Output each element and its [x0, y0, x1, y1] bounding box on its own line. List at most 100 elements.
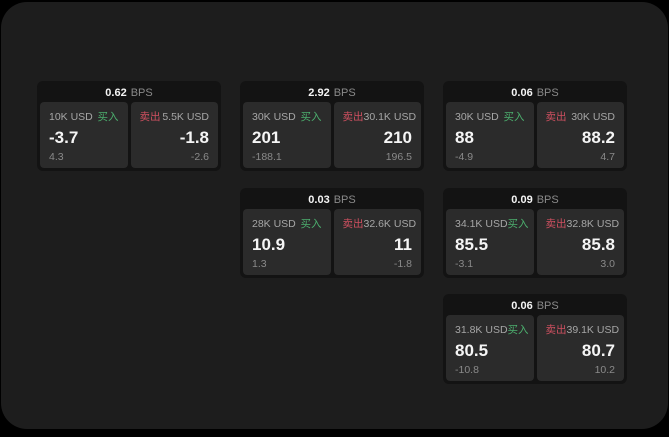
card-body: 28K USD 买入 10.9 1.3 卖出 32.6K USD 11 -1.8	[243, 209, 421, 275]
buy-label: 买入	[300, 111, 322, 123]
bps-unit: BPS	[536, 87, 559, 99]
sell-delta: -2.6	[190, 150, 209, 163]
buy-panel[interactable]: 10K USD 买入 -3.7 4.3	[40, 102, 128, 168]
sell-value: 80.7	[581, 341, 615, 361]
sell-amount: 30.1K USD	[363, 111, 417, 123]
buy-panel-top: 31.8K USD 买入	[455, 322, 529, 337]
buy-panel[interactable]: 30K USD 买入 201 -188.1	[243, 102, 331, 168]
quote-card: 0.06 BPS 30K USD 买入 88 -4.9 卖出 30K USD 8…	[443, 81, 627, 171]
card-body: 31.8K USD 买入 80.5 -10.8 卖出 39.1K USD 80.…	[446, 315, 624, 381]
card-header: 0.06 BPS	[446, 297, 624, 315]
buy-amount: 31.8K USD	[455, 324, 508, 336]
bps-value: 0.09	[511, 194, 533, 206]
buy-panel-top: 30K USD 买入	[252, 109, 322, 124]
bps-unit: BPS	[333, 194, 356, 206]
bps-unit: BPS	[536, 300, 559, 312]
sell-amount: 32.8K USD	[566, 218, 620, 230]
buy-panel-top: 28K USD 买入	[252, 216, 322, 231]
quote-card: 0.03 BPS 28K USD 买入 10.9 1.3 卖出 32.6K US…	[240, 188, 424, 278]
quote-card: 0.62 BPS 10K USD 买入 -3.7 4.3 卖出 5.5K USD…	[37, 81, 221, 171]
buy-delta: -188.1	[252, 150, 282, 163]
sell-panel[interactable]: 卖出 5.5K USD -1.8 -2.6	[130, 102, 218, 168]
buy-value: -3.7	[49, 128, 79, 148]
bps-unit: BPS	[130, 87, 153, 99]
sell-label: 卖出	[342, 218, 364, 230]
card-header: 0.03 BPS	[243, 191, 421, 209]
buy-label: 买入	[507, 324, 529, 336]
sell-delta: 3.0	[600, 257, 615, 270]
sell-panel[interactable]: 卖出 30.1K USD 210 196.5	[333, 102, 421, 168]
quotes-board: 0.62 BPS 10K USD 买入 -3.7 4.3 卖出 5.5K USD…	[1, 2, 668, 429]
buy-panel-top: 10K USD 买入	[49, 109, 119, 124]
sell-delta: 4.7	[600, 150, 615, 163]
sell-label: 卖出	[139, 111, 161, 123]
buy-amount: 30K USD	[252, 111, 296, 123]
card-body: 30K USD 买入 88 -4.9 卖出 30K USD 88.2 4.7	[446, 102, 624, 168]
sell-amount: 39.1K USD	[566, 324, 620, 336]
buy-panel-top: 34.1K USD 买入	[455, 216, 529, 231]
card-body: 34.1K USD 买入 85.5 -3.1 卖出 32.8K USD 85.8…	[446, 209, 624, 275]
buy-delta: 1.3	[252, 257, 267, 270]
buy-delta: -4.9	[455, 150, 474, 163]
sell-label: 卖出	[545, 324, 567, 336]
buy-panel[interactable]: 31.8K USD 买入 80.5 -10.8	[446, 315, 534, 381]
bps-value: 0.06	[511, 87, 533, 99]
sell-panel[interactable]: 卖出 30K USD 88.2 4.7	[536, 102, 624, 168]
quote-card: 2.92 BPS 30K USD 买入 201 -188.1 卖出 30.1K …	[240, 81, 424, 171]
quote-card: 0.06 BPS 31.8K USD 买入 80.5 -10.8 卖出 39.1…	[443, 294, 627, 384]
buy-amount: 30K USD	[455, 111, 499, 123]
sell-delta: 10.2	[594, 363, 615, 376]
buy-amount: 10K USD	[49, 111, 93, 123]
sell-panel-top: 卖出 32.6K USD	[342, 216, 417, 231]
sell-panel[interactable]: 卖出 32.8K USD 85.8 3.0	[536, 209, 624, 275]
buy-value: 80.5	[455, 341, 489, 361]
sell-label: 卖出	[545, 111, 567, 123]
sell-panel[interactable]: 卖出 39.1K USD 80.7 10.2	[536, 315, 624, 381]
sell-value: 210	[383, 128, 412, 148]
sell-value: -1.8	[179, 128, 209, 148]
bps-unit: BPS	[333, 87, 356, 99]
buy-value: 201	[252, 128, 281, 148]
sell-panel-top: 卖出 32.8K USD	[545, 216, 620, 231]
card-body: 10K USD 买入 -3.7 4.3 卖出 5.5K USD -1.8 -2.…	[40, 102, 218, 168]
buy-delta: 4.3	[49, 150, 64, 163]
card-header: 0.06 BPS	[446, 84, 624, 102]
buy-delta: -3.1	[455, 257, 474, 270]
bps-value: 0.03	[308, 194, 330, 206]
sell-amount: 5.5K USD	[162, 111, 209, 123]
quote-card: 0.09 BPS 34.1K USD 买入 85.5 -3.1 卖出 32.8K…	[443, 188, 627, 278]
buy-panel[interactable]: 34.1K USD 买入 85.5 -3.1	[446, 209, 534, 275]
bps-value: 2.92	[308, 87, 330, 99]
buy-label: 买入	[507, 218, 529, 230]
buy-panel[interactable]: 30K USD 买入 88 -4.9	[446, 102, 534, 168]
bps-value: 0.62	[105, 87, 127, 99]
bps-unit: BPS	[536, 194, 559, 206]
buy-label: 买入	[503, 111, 525, 123]
card-body: 30K USD 买入 201 -188.1 卖出 30.1K USD 210 1…	[243, 102, 421, 168]
sell-panel-top: 卖出 30.1K USD	[343, 109, 417, 124]
buy-label: 买入	[300, 218, 322, 230]
card-header: 0.09 BPS	[446, 191, 624, 209]
bps-value: 0.06	[511, 300, 533, 312]
buy-value: 88	[455, 128, 474, 148]
card-header: 2.92 BPS	[243, 84, 421, 102]
sell-value: 85.8	[581, 235, 615, 255]
sell-panel[interactable]: 卖出 32.6K USD 11 -1.8	[333, 209, 421, 275]
buy-value: 10.9	[252, 235, 286, 255]
sell-amount: 30K USD	[571, 111, 615, 123]
sell-delta: 196.5	[385, 150, 412, 163]
sell-label: 卖出	[545, 218, 567, 230]
sell-value: 88.2	[581, 128, 615, 148]
sell-panel-top: 卖出 39.1K USD	[545, 322, 620, 337]
sell-amount: 32.6K USD	[363, 218, 417, 230]
sell-value: 11	[394, 235, 412, 255]
sell-delta: -1.8	[393, 257, 412, 270]
buy-panel-top: 30K USD 买入	[455, 109, 525, 124]
sell-panel-top: 卖出 5.5K USD	[140, 109, 210, 124]
buy-amount: 28K USD	[252, 218, 296, 230]
buy-panel[interactable]: 28K USD 买入 10.9 1.3	[243, 209, 331, 275]
card-header: 0.62 BPS	[40, 84, 218, 102]
buy-value: 85.5	[455, 235, 489, 255]
buy-label: 买入	[97, 111, 119, 123]
